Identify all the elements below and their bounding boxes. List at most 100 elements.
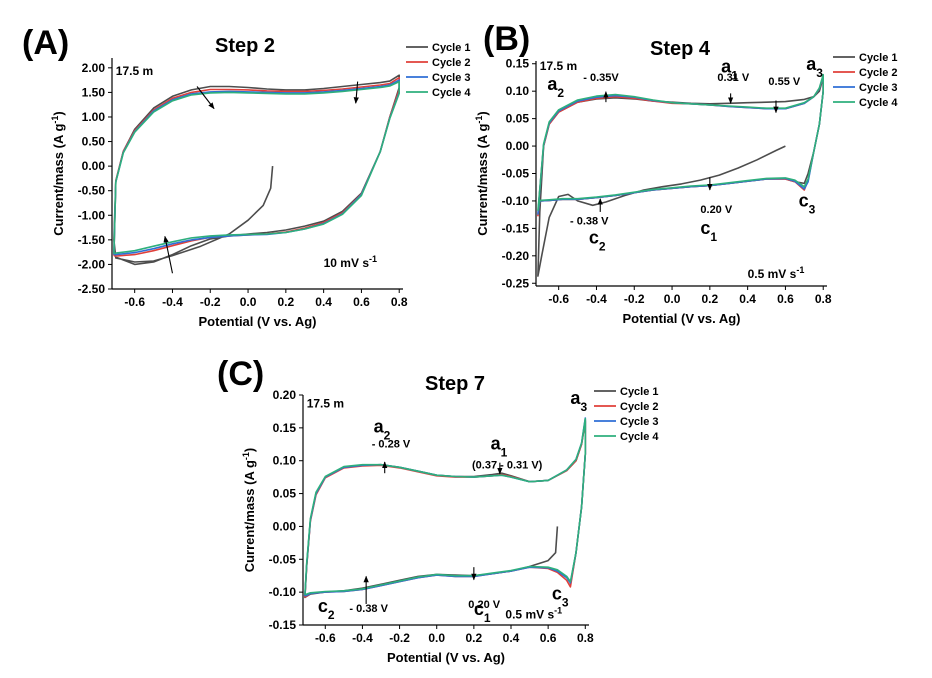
annotation-a1v: (0.37 - 0.31 V): [472, 460, 543, 472]
x-axis-label: Potential (V vs. Ag): [623, 311, 741, 326]
annotation-time: 17.5 m: [116, 64, 153, 78]
y-axis-label: Current/mass (A g-1): [241, 448, 257, 573]
legend: Cycle 1 Cycle 2 Cycle 3 Cycle 4: [594, 386, 659, 443]
chart-title: Step 7: [425, 373, 485, 395]
y-tick-label: 0.05: [273, 487, 297, 501]
peak-label-c2: c2: [318, 596, 335, 622]
chart-title: Step 2: [215, 35, 275, 57]
legend: Cycle 1 Cycle 2 Cycle 3 Cycle 4: [833, 52, 898, 109]
legend-entry: Cycle 4: [432, 87, 471, 99]
annotation-rate: 10 mV s-1: [324, 254, 377, 270]
panel-label: (B): [483, 20, 530, 58]
x-tick-label: 0.4: [739, 292, 756, 306]
x-tick-label: 0.0: [428, 631, 445, 645]
peak-label-c3: c3: [552, 583, 569, 609]
series-line-cycle-1: [304, 420, 587, 599]
annotation-time: 17.5 m: [540, 59, 577, 73]
peak-label-a1: a1: [491, 434, 508, 460]
annotation-a1v: 0.31 V: [717, 72, 749, 84]
y-tick-label: -0.05: [502, 167, 530, 181]
y-tick-label: 2.00: [82, 61, 106, 75]
x-tick-label: 0.0: [664, 292, 681, 306]
chart-title: Step 4: [650, 38, 711, 60]
x-tick-label: -0.4: [586, 292, 607, 306]
y-tick-label: -0.25: [502, 276, 530, 290]
x-tick-label: 0.8: [577, 631, 594, 645]
legend-entry: Cycle 2: [432, 57, 471, 69]
y-tick-label: -1.50: [78, 233, 106, 247]
x-axis-label: Potential (V vs. Ag): [387, 650, 505, 665]
y-tick-label: -0.50: [78, 184, 106, 198]
x-tick-label: 0.8: [815, 292, 832, 306]
annotation-arrow: [196, 86, 215, 110]
y-tick-label: 0.05: [506, 112, 530, 126]
x-tick-label: 0.8: [391, 295, 408, 309]
series-line-cycle-2: [304, 419, 587, 599]
x-tick-label: -0.4: [162, 295, 183, 309]
annotation-rate: 0.5 mV s-1: [505, 605, 562, 621]
peak-label-c3: c3: [799, 190, 816, 216]
legend-entry: Cycle 2: [859, 67, 898, 79]
annotation-time: 17.5 m: [307, 396, 344, 410]
y-tick-label: 0.15: [506, 57, 530, 71]
x-tick-label: 0.4: [315, 295, 332, 309]
legend-entry: Cycle 1: [859, 52, 898, 64]
chart-panel-2: (B) Step 4 -0.6 -0.4 -0.2 0.0 0.2 0.4 0.6 0.8 -0.2…: [474, 20, 898, 326]
y-tick-label: -1.00: [78, 208, 106, 222]
peak-label-c1: c1: [700, 218, 717, 244]
annotation-rate: 0.5 mV s-1: [748, 265, 805, 281]
series-line-cycle-1: [537, 76, 824, 277]
y-axis-label: Current/mass (A g-1): [50, 111, 66, 236]
y-tick-label: 0.15: [273, 421, 297, 435]
x-tick-label: 0.6: [540, 631, 557, 645]
y-axis-label: Current/mass (A g-1): [474, 111, 490, 236]
x-tick-label: 0.4: [503, 631, 520, 645]
series-line-cycle-4: [537, 73, 824, 211]
peak-label-c1: c1: [474, 599, 491, 625]
y-tick-label: -0.20: [502, 249, 530, 263]
legend-entry: Cycle 4: [620, 431, 659, 443]
x-tick-label: 0.6: [353, 295, 370, 309]
annotation-arrow: [163, 235, 174, 274]
annotation-c1v: 0.20 V: [468, 599, 500, 611]
series-line-cycle-1: [113, 74, 400, 266]
legend-entry: Cycle 1: [620, 386, 659, 398]
y-tick-label: -0.10: [502, 194, 530, 208]
series-line-cycle-2: [537, 76, 824, 217]
legend-entry: Cycle 2: [620, 401, 659, 413]
y-tick-label: -0.15: [502, 221, 530, 235]
series-line-cycle-4: [113, 80, 400, 255]
annotation-c2v: - 0.38 V: [570, 216, 609, 228]
x-tick-label: -0.6: [124, 295, 145, 309]
legend-entry: Cycle 3: [432, 72, 471, 84]
x-tick-label: -0.6: [548, 292, 569, 306]
peak-label-a1: a1: [721, 57, 738, 83]
x-tick-label: 0.2: [466, 631, 483, 645]
peak-label-a2: a2: [374, 416, 391, 442]
series-line-cycle-3: [113, 79, 400, 256]
y-tick-label: 1.00: [82, 110, 106, 124]
x-tick-label: -0.4: [352, 631, 373, 645]
y-tick-label: -0.15: [269, 618, 297, 632]
y-tick-label: 0.00: [506, 139, 530, 153]
chart-panel-1: (A) Step 2 -0.6 -0.4 -0.2 0.0 0.2 0.4 0.6 0.8 -2.5…: [22, 24, 471, 329]
legend-entry: Cycle 4: [859, 97, 898, 109]
series-line-cycle-4: [304, 417, 587, 596]
peak-label-a3: a3: [806, 54, 823, 80]
x-tick-label: 0.0: [240, 295, 257, 309]
x-tick-label: 0.2: [702, 292, 719, 306]
panel-label: (C): [217, 355, 264, 393]
legend-entry: Cycle 3: [620, 416, 659, 428]
peak-label-a3: a3: [570, 388, 587, 414]
x-tick-label: 0.6: [777, 292, 794, 306]
y-tick-label: 0.10: [506, 84, 530, 98]
peak-label-c2: c2: [589, 228, 606, 254]
x-tick-label: -0.2: [200, 295, 221, 309]
annotation-c1v: 0.20 V: [700, 204, 732, 216]
series-line-cycle-3: [537, 75, 824, 215]
chart-panel-3: (C) Step 7 -0.6 -0.4 -0.2 0.0 0.2 0.4 0.6 0.8 -0.1…: [217, 355, 659, 665]
panel-label: (A): [22, 24, 69, 62]
series-line-cycle-2: [113, 76, 400, 257]
x-tick-label: -0.2: [389, 631, 410, 645]
